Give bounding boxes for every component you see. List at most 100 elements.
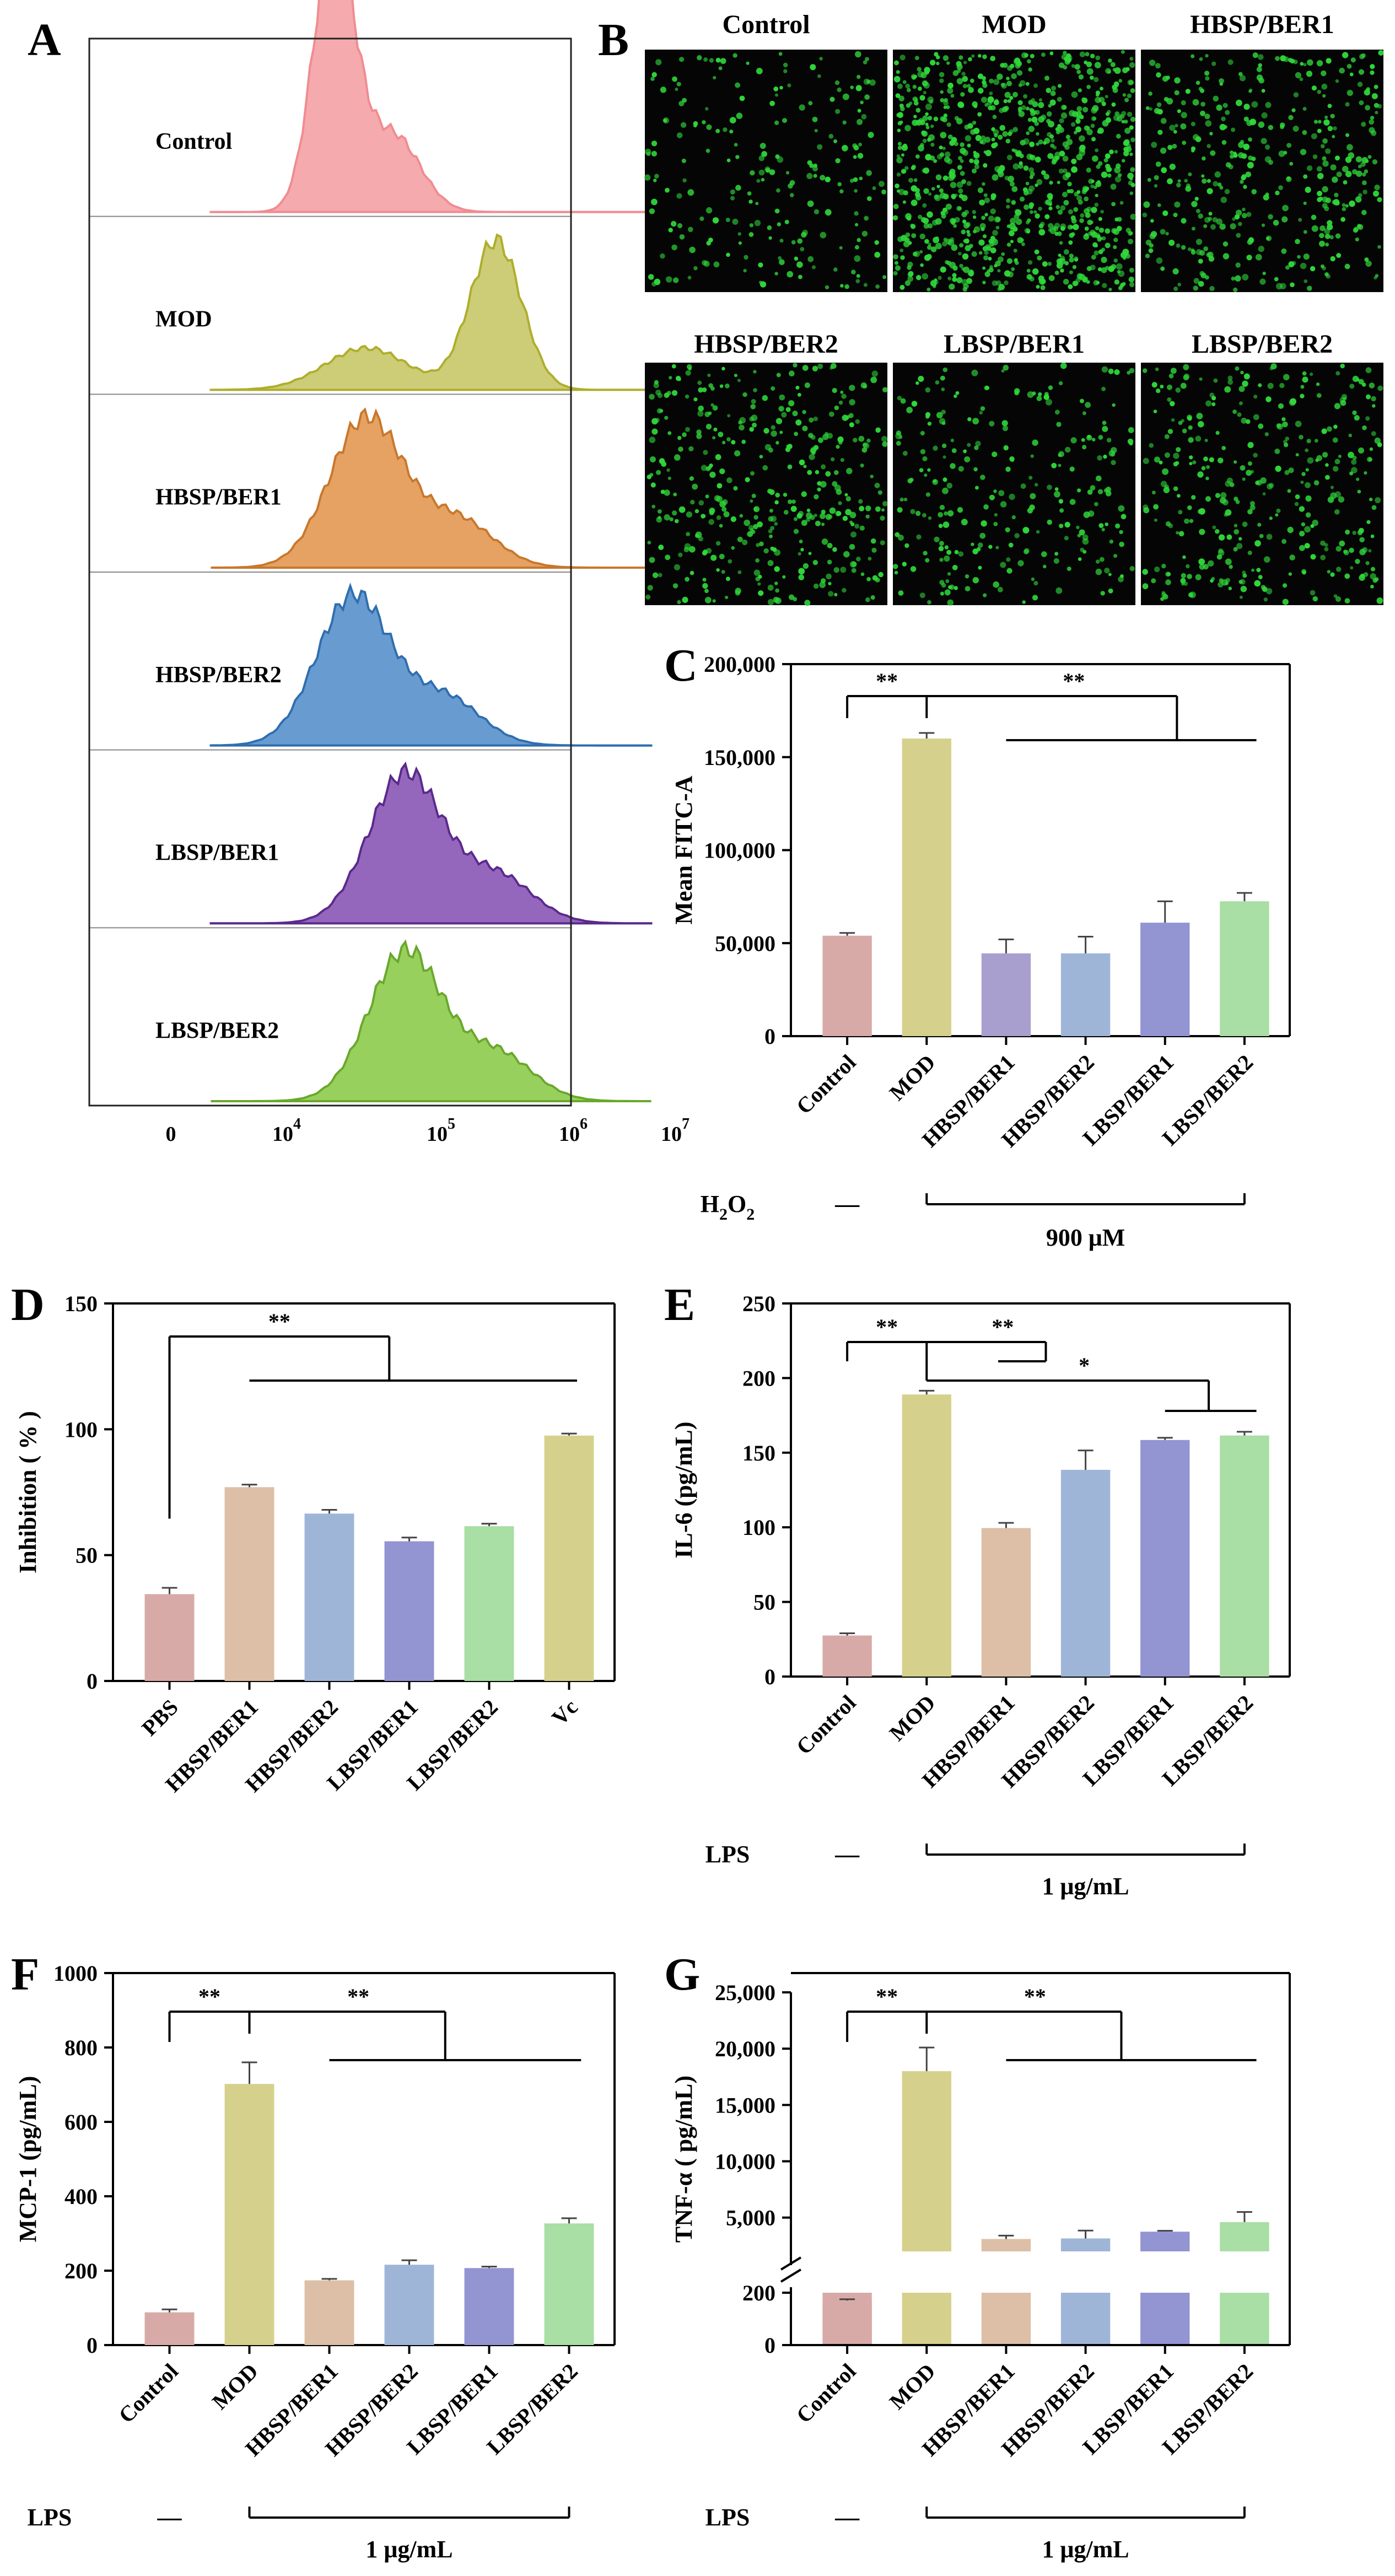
cell-dot bbox=[1003, 445, 1009, 451]
cell-dot bbox=[1264, 556, 1270, 563]
cell-dot bbox=[990, 56, 995, 61]
cell-dot bbox=[903, 498, 908, 502]
cell-dot bbox=[1370, 585, 1374, 589]
cell-dot bbox=[871, 547, 877, 553]
cell-dot bbox=[1330, 164, 1337, 171]
cell-dot bbox=[652, 572, 659, 578]
cell-dot bbox=[651, 428, 658, 435]
cell-dot bbox=[923, 91, 927, 95]
y-tick-label: 50,000 bbox=[715, 931, 775, 956]
cell-dot bbox=[782, 575, 786, 579]
cell-dot bbox=[900, 497, 904, 502]
bar-mod bbox=[902, 739, 951, 1036]
cell-dot bbox=[674, 519, 679, 524]
cell-dot bbox=[762, 395, 768, 401]
cell-dot bbox=[1191, 201, 1198, 207]
cell-dot bbox=[1147, 177, 1151, 182]
cell-dot bbox=[1275, 513, 1279, 517]
cell-dot bbox=[1060, 205, 1066, 211]
cell-dot bbox=[774, 549, 780, 556]
cell-dot bbox=[1033, 581, 1038, 586]
cell-dot bbox=[1302, 376, 1308, 383]
cell-dot bbox=[1317, 197, 1322, 202]
track-label-hbsp-ber2: HBSP/BER2 bbox=[155, 662, 282, 688]
cell-dot bbox=[1072, 111, 1079, 117]
cell-dot bbox=[1183, 373, 1190, 380]
cell-dot bbox=[1128, 239, 1134, 245]
cell-dot bbox=[853, 177, 858, 182]
cell-dot bbox=[815, 470, 820, 475]
cell-dot bbox=[1300, 394, 1305, 398]
cell-dot bbox=[1027, 117, 1032, 122]
cell-dot bbox=[941, 443, 947, 449]
cell-dot bbox=[696, 433, 702, 439]
cell-dot bbox=[1105, 68, 1111, 74]
cell-dot bbox=[1375, 111, 1378, 115]
cell-dot bbox=[902, 562, 907, 567]
cell-dot bbox=[1078, 74, 1084, 80]
cell-dot bbox=[1026, 106, 1030, 111]
cell-dot bbox=[865, 597, 870, 602]
cell-dot bbox=[1211, 402, 1216, 406]
cell-dot bbox=[1100, 87, 1103, 91]
cell-dot bbox=[747, 531, 753, 537]
cell-dot bbox=[1086, 129, 1093, 136]
cell-dot bbox=[753, 569, 761, 576]
cell-dot bbox=[1108, 58, 1112, 63]
cell-dot bbox=[881, 189, 886, 195]
cell-dot bbox=[1161, 167, 1167, 174]
cell-dot bbox=[1161, 563, 1166, 569]
cell-dot bbox=[1090, 76, 1094, 80]
cell-dot bbox=[893, 76, 901, 83]
cell-dot bbox=[681, 158, 686, 163]
cell-dot bbox=[1239, 595, 1243, 599]
cell-dot bbox=[1213, 378, 1218, 383]
cell-dot bbox=[1071, 91, 1078, 98]
cell-dot bbox=[1054, 487, 1059, 491]
cell-dot bbox=[1103, 158, 1108, 163]
cell-dot bbox=[1000, 501, 1007, 508]
cell-dot bbox=[904, 125, 911, 132]
cell-dot bbox=[779, 394, 785, 401]
cell-dot bbox=[775, 418, 783, 424]
cell-dot bbox=[1064, 536, 1069, 541]
cell-dot bbox=[947, 276, 952, 281]
cell-dot bbox=[779, 239, 784, 243]
y-tick-label: 0 bbox=[87, 1669, 98, 1694]
cell-dot bbox=[1207, 188, 1213, 195]
cell-dot bbox=[1120, 574, 1124, 578]
cell-dot bbox=[904, 166, 909, 170]
cell-dot bbox=[1230, 223, 1236, 230]
cell-dot bbox=[768, 529, 773, 533]
cell-dot bbox=[1151, 382, 1157, 388]
cell-dot bbox=[1281, 538, 1287, 544]
cell-dot bbox=[803, 465, 807, 468]
cell-dot bbox=[769, 509, 773, 513]
cell-dot bbox=[1203, 246, 1209, 251]
cell-dot bbox=[850, 522, 855, 526]
y-tick-label: 0 bbox=[764, 2333, 775, 2358]
cell-dot bbox=[1241, 213, 1247, 219]
cell-dot bbox=[714, 495, 720, 502]
cell-dot bbox=[842, 515, 848, 521]
cell-dot bbox=[1091, 137, 1096, 142]
cell-dot bbox=[1105, 522, 1109, 526]
treatment-dose: 1 μg/mL bbox=[365, 2536, 453, 2563]
cell-dot bbox=[1124, 98, 1129, 103]
cell-dot bbox=[944, 511, 948, 516]
cell-dot bbox=[953, 224, 957, 228]
cell-dot bbox=[1119, 201, 1124, 205]
cell-dot bbox=[1028, 67, 1032, 72]
cell-dot bbox=[817, 481, 822, 486]
cell-dot bbox=[942, 487, 949, 494]
cell-dot bbox=[1285, 265, 1290, 270]
cell-dot bbox=[1130, 116, 1136, 122]
cell-dot bbox=[753, 507, 758, 511]
cell-dot bbox=[774, 581, 778, 585]
cell-dot bbox=[934, 279, 939, 285]
cell-dot bbox=[1345, 102, 1350, 107]
cell-dot bbox=[994, 216, 1000, 223]
cell-dot bbox=[807, 200, 814, 207]
cell-dot bbox=[1082, 411, 1086, 416]
cell-dot bbox=[1300, 262, 1307, 270]
